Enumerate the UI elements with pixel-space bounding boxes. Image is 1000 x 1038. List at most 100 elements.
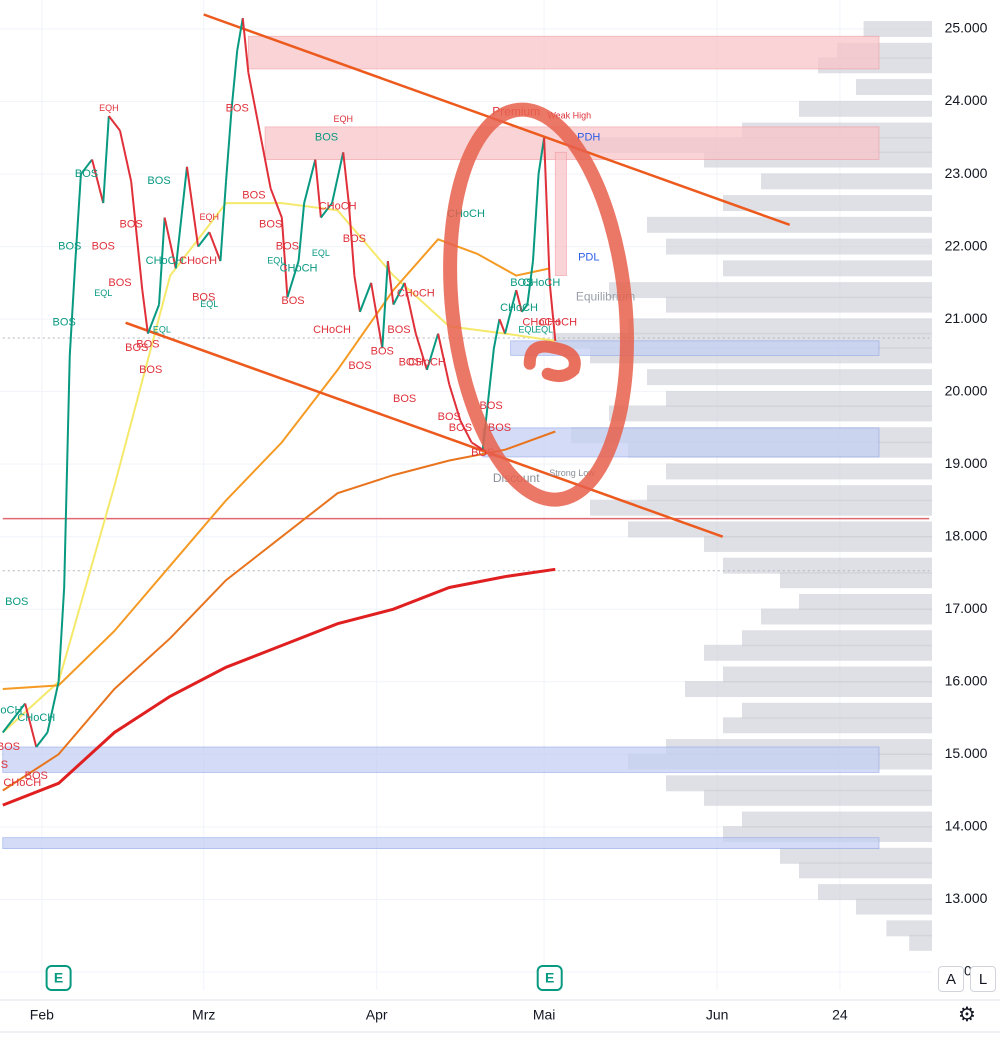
- volume-bar: [780, 847, 932, 864]
- price-segment: [141, 289, 149, 334]
- price-segment: [403, 282, 417, 334]
- y-tick-label: 14.000: [945, 818, 988, 834]
- auto-scale-button[interactable]: A: [938, 966, 964, 992]
- price-segment: [258, 130, 272, 189]
- annotation-label: CHoCH: [280, 262, 318, 274]
- annotation-label: EQH: [99, 103, 119, 113]
- highlight-hook: [523, 340, 581, 382]
- annotation-label: BOS: [488, 422, 511, 434]
- volume-bar: [628, 318, 932, 335]
- demand-zone: [510, 340, 880, 356]
- annotation-label: BOS: [510, 277, 533, 289]
- price-segment: [236, 17, 244, 51]
- volume-bar: [666, 463, 932, 480]
- volume-bar: [742, 702, 932, 719]
- annotation-label: hoCH: [0, 705, 22, 717]
- volume-bar: [666, 390, 932, 407]
- y-tick-label: 23.000: [945, 165, 988, 181]
- horizontal-lines: [2, 337, 930, 572]
- volume-bar: [886, 920, 932, 937]
- price-segment: [286, 260, 300, 298]
- price-segment: [119, 130, 133, 182]
- price-segment: [197, 231, 211, 248]
- price-segment: [498, 318, 506, 334]
- price-segment: [359, 282, 373, 313]
- price-segment: [492, 318, 501, 349]
- annotation-label: CHoCH: [146, 255, 184, 267]
- price-segment: [353, 275, 361, 313]
- demand-zone: [482, 427, 880, 458]
- price-segment: [303, 159, 317, 204]
- price-segment: [370, 282, 384, 349]
- price-segment: [225, 108, 233, 182]
- y-tick-label: 21.000: [945, 310, 988, 326]
- x-axis[interactable]: Feb Mrz Apr Mai Jun 24: [0, 999, 1000, 1033]
- annotation-label: BOS: [75, 168, 98, 180]
- volume-bar: [704, 535, 932, 552]
- annotation-label: CHoCH: [522, 277, 560, 289]
- highlight-circle: [443, 102, 634, 507]
- price-segment: [146, 304, 160, 334]
- annotation-label: BOS: [226, 103, 249, 115]
- price-segment: [63, 355, 71, 588]
- price-segment: [487, 348, 495, 400]
- annotation-label: EQH: [333, 114, 353, 124]
- annotation-label: CHoCH: [179, 255, 217, 267]
- y-tick-label: 18.000: [945, 527, 988, 543]
- gear-icon[interactable]: ⚙: [958, 1004, 976, 1026]
- price-segment: [386, 260, 395, 305]
- price-segment: [247, 72, 261, 131]
- price-segment: [526, 260, 534, 305]
- x-tick-label: 24: [832, 1007, 848, 1023]
- price-segment: [320, 202, 333, 219]
- price-segment: [185, 166, 200, 247]
- annotation-label: BOS: [108, 277, 131, 289]
- annotation-label: CHoCH: [313, 324, 351, 336]
- volume-bar: [856, 898, 932, 915]
- price-segment: [515, 289, 523, 313]
- moving-averages: [2, 202, 556, 807]
- annotation-label: CHoCH: [17, 712, 55, 724]
- price-segment: [1, 702, 26, 734]
- log-scale-button[interactable]: L: [970, 966, 996, 992]
- volume-bar: [628, 521, 932, 538]
- y-tick-label: 22.000: [945, 237, 988, 253]
- annotation-label: BOS: [5, 596, 28, 608]
- price-segment: [347, 203, 356, 276]
- price-segment: [537, 137, 546, 175]
- price-segment: [543, 137, 551, 283]
- price-segment: [342, 152, 350, 204]
- earnings-marker-label: E: [54, 970, 63, 986]
- volume-bar: [742, 811, 932, 828]
- annotation-label: BOS: [259, 219, 282, 231]
- annotation-label: BOS: [242, 190, 265, 202]
- y-tick-label: 16.000: [945, 672, 988, 688]
- volume-bar: [666, 238, 932, 255]
- price-segment: [174, 166, 188, 269]
- volume-bar: [723, 195, 932, 212]
- annotation-label: EQL: [153, 324, 171, 334]
- volume-bar: [609, 405, 932, 422]
- volume-bar: [863, 21, 932, 37]
- price-segment: [91, 159, 105, 204]
- annotation-label: BOS: [449, 422, 472, 434]
- price-segment: [437, 333, 451, 385]
- x-tick-label: Feb: [30, 1007, 54, 1023]
- volume-bar: [723, 557, 932, 574]
- annotation-label: S: [1, 759, 8, 771]
- annotation-label: BOS: [92, 240, 115, 252]
- y-axis[interactable]: 12.00013.00014.00015.00016.00017.00018.0…: [945, 20, 988, 979]
- volume-bar: [799, 594, 932, 610]
- price-segment: [459, 420, 473, 443]
- annotation-label: BOS: [276, 240, 299, 252]
- earnings-marker-label: E: [545, 970, 554, 986]
- annotation-label: BOS: [393, 393, 416, 405]
- annotation-label: PDL: [578, 251, 599, 263]
- price-segment: [414, 333, 428, 371]
- price-segment: [24, 703, 38, 748]
- price-segment: [230, 50, 239, 109]
- annotation-label: Strong Low: [549, 468, 595, 478]
- demand-zone: [2, 837, 880, 849]
